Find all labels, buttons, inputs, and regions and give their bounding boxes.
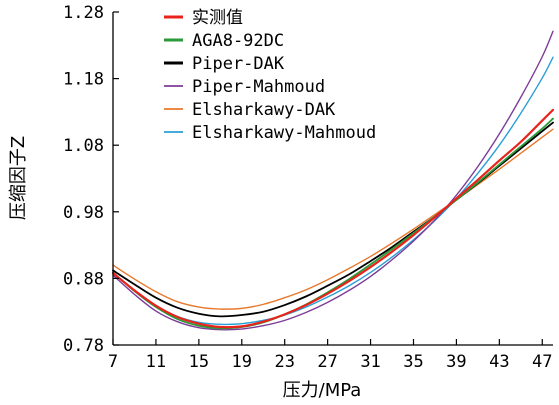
legend-entry-label: Elsharkawy-DAK [192,100,336,120]
x-tick-label: 27 [317,352,337,372]
y-tick-label: 1.18 [63,70,104,90]
ticks: 0.78 0.88 0.98 1.08 1.18 1.28 7 11 15 19 23 27 31 35 3… [63,3,552,372]
legend-entry-label: Piper-DAK [192,54,285,74]
y-tick-label: 0.88 [63,269,104,289]
axes [112,12,553,346]
y-axis-title: 压缩因子Z [8,136,29,220]
x-tick-label: 39 [446,352,466,372]
series-line-elsharkawy-mahmoud [112,56,554,326]
y-tick-label: 0.78 [63,336,104,356]
x-tick-label: 31 [360,352,380,372]
x-tick-label: 23 [274,352,294,372]
x-tick-label: 7 [108,352,118,372]
series-line-aga8-92dc [112,117,554,330]
x-tick-label: 43 [489,352,509,372]
y-tick-label: 1.08 [63,136,104,156]
legend-entry-label: AGA8-92DC [192,31,284,51]
y-tick-label: 0.98 [63,203,104,223]
legend-entry-label: Piper-Mahmoud [192,77,325,97]
plot-lines [111,30,555,331]
x-tick-label: 11 [146,352,166,372]
x-tick-label: 15 [189,352,209,372]
series-line-piper-dak [112,121,554,318]
x-tick-label: 19 [232,352,252,372]
x-tick-label: 47 [532,352,552,372]
series-line-elsharkawy-dak [112,128,554,310]
legend-entry-label: Elsharkawy-Mahmoud [192,123,376,143]
legend: 实测值 AGA8-92DC Piper-DAK Piper-Mahmoud Elshar… [164,8,376,143]
series-line- [111,108,555,329]
x-axis-title: 压力/MPa [283,380,362,401]
series-line-piper-mahmoud [112,30,554,331]
y-tick-label: 1.28 [63,3,104,23]
x-tick-label: 35 [403,352,423,372]
legend-entry-label: 实测值 [192,8,243,28]
